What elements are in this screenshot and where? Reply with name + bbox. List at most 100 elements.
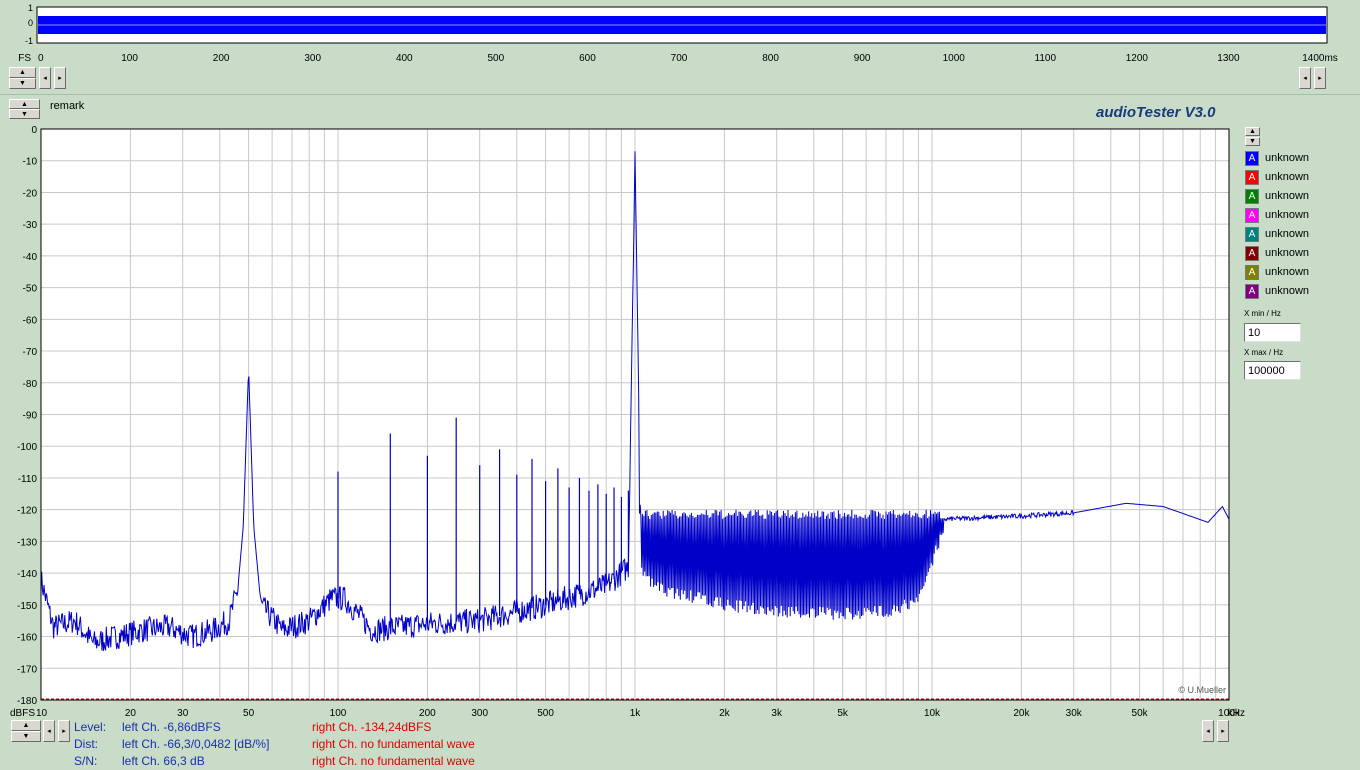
y-tick-label: -30 bbox=[23, 220, 38, 231]
legend-label: unknown bbox=[1265, 228, 1310, 240]
x-tick-label: 10k bbox=[924, 708, 941, 719]
sn-label: S/N: bbox=[74, 754, 98, 768]
level-left-value: left Ch. -6,86dBFS bbox=[122, 720, 221, 734]
harmonic-peaks bbox=[337, 417, 629, 629]
legend-label: unknown bbox=[1265, 152, 1310, 164]
spectrum-end-left-button[interactable]: ◂ bbox=[1202, 720, 1214, 742]
x-tick-label: 300 bbox=[471, 708, 488, 719]
legend-label: unknown bbox=[1265, 266, 1310, 278]
legend-up-button[interactable]: ▲ bbox=[1245, 127, 1260, 136]
top-x-tick-label: 700 bbox=[671, 53, 688, 64]
series-color-swatch[interactable]: A bbox=[1245, 150, 1259, 166]
top-y-tick-label: -1 bbox=[25, 36, 33, 46]
series-color-swatch[interactable]: A bbox=[1245, 188, 1259, 204]
legend-label: unknown bbox=[1265, 285, 1310, 297]
x-min-input[interactable] bbox=[1244, 323, 1301, 342]
y-tick-label: -140 bbox=[17, 569, 37, 580]
series-color-swatch[interactable]: A bbox=[1245, 226, 1259, 242]
top-y-tick-label: 1 bbox=[28, 3, 33, 13]
section-divider bbox=[0, 94, 1360, 95]
top-x-tick-label: 300 bbox=[304, 53, 321, 64]
top-x-tick-label: 600 bbox=[579, 53, 596, 64]
spectrum-zoom-up-button[interactable]: ▲ bbox=[11, 720, 41, 731]
dist-right-value: right Ch. no fundamental wave bbox=[312, 737, 475, 751]
top-scope: 1 0 -1 FS 0 100 200 300 400 500 600 700 800 900 1000… bbox=[18, 3, 1338, 64]
x-tick-label: 10 bbox=[36, 708, 48, 719]
series-color-swatch[interactable]: A bbox=[1245, 207, 1259, 223]
top-x-tick-label: 1000 bbox=[943, 53, 966, 64]
scope-zoom-up-button[interactable]: ▲ bbox=[9, 67, 36, 78]
y-tick-label: -90 bbox=[23, 411, 38, 422]
scope-zoom-down-button[interactable]: ▼ bbox=[9, 78, 36, 89]
top-scope-unit: FS bbox=[18, 53, 31, 64]
spectrum-chart: 0 -10 -20 -30 -40 -50 -60 -70 -80 -90 -100 -110 -120… bbox=[10, 125, 1245, 719]
x-tick-label: 20 bbox=[125, 708, 137, 719]
legend-down-button[interactable]: ▼ bbox=[1245, 137, 1260, 146]
x-tick-label: 30k bbox=[1066, 708, 1083, 719]
spectrum-series-line bbox=[40, 151, 1230, 651]
series-color-swatch[interactable]: A bbox=[1245, 283, 1259, 299]
y-axis-unit: dBFS bbox=[10, 708, 35, 719]
dist-label: Dist: bbox=[74, 737, 98, 751]
y-tick-label: -80 bbox=[23, 379, 38, 390]
x-max-label: X max / Hz bbox=[1244, 348, 1284, 357]
x-max-input[interactable] bbox=[1244, 361, 1301, 380]
top-x-tick-label: 400 bbox=[396, 53, 413, 64]
level-right-value: right Ch. -134,24dBFS bbox=[312, 720, 432, 734]
legend-label: unknown bbox=[1265, 171, 1310, 183]
remark-label: remark bbox=[50, 100, 85, 112]
y-tick-label: -40 bbox=[23, 252, 38, 263]
scope-scroll-left-button[interactable]: ◂ bbox=[39, 67, 51, 89]
x-tick-label: 2k bbox=[719, 708, 731, 719]
plot-frame bbox=[40, 128, 1230, 701]
top-x-tick-label: 800 bbox=[762, 53, 779, 64]
top-x-tick-label: 1400ms bbox=[1302, 53, 1338, 64]
spectrum-zoom-down-button[interactable]: ▼ bbox=[11, 731, 41, 742]
legend-label: unknown bbox=[1265, 247, 1310, 259]
copyright-label: © U.Mueller bbox=[1178, 685, 1226, 695]
x-tick-label: 30 bbox=[177, 708, 189, 719]
app-title: audioTester V3.0 bbox=[1096, 104, 1216, 121]
x-tick-label: 5k bbox=[837, 708, 849, 719]
scope-scroll-right-button[interactable]: ▸ bbox=[54, 67, 66, 89]
spectrum-scroll-right-button[interactable]: ▸ bbox=[58, 720, 70, 742]
scope-end-right-button[interactable]: ▸ bbox=[1314, 67, 1326, 89]
top-x-tick-label: 1200 bbox=[1126, 53, 1149, 64]
dist-left-value: left Ch. -66,3/0,0482 [dB/%] bbox=[122, 737, 270, 751]
x-min-label: X min / Hz bbox=[1244, 309, 1281, 318]
y-tick-label: -130 bbox=[17, 537, 37, 548]
y-tick-label: -110 bbox=[18, 474, 38, 485]
remark-up-button[interactable]: ▲ bbox=[9, 99, 40, 109]
y-tick-label: -170 bbox=[17, 664, 37, 675]
x-axis-unit: kHz bbox=[1228, 708, 1245, 719]
top-x-tick-label: 0 bbox=[38, 53, 44, 64]
remark-down-button[interactable]: ▼ bbox=[9, 109, 40, 119]
legend-label: unknown bbox=[1265, 190, 1310, 202]
y-tick-label: -50 bbox=[23, 284, 38, 295]
legend-label: unknown bbox=[1265, 209, 1310, 221]
spectrum-scroll-left-button[interactable]: ◂ bbox=[43, 720, 55, 742]
x-tick-label: 50k bbox=[1132, 708, 1149, 719]
x-tick-label: 1k bbox=[630, 708, 642, 719]
y-tick-label: -100 bbox=[17, 442, 37, 453]
level-label: Level: bbox=[74, 720, 107, 734]
x-tick-label: 3k bbox=[771, 708, 783, 719]
y-tick-label: -60 bbox=[23, 315, 38, 326]
top-x-tick-label: 1300 bbox=[1217, 53, 1240, 64]
sn-left-value: left Ch. 66,3 dB bbox=[122, 754, 205, 768]
series-color-swatch[interactable]: A bbox=[1245, 245, 1259, 261]
scope-end-left-button[interactable]: ◂ bbox=[1299, 67, 1311, 89]
y-tick-label: -160 bbox=[17, 633, 37, 644]
spectrum-end-right-button[interactable]: ▸ bbox=[1217, 720, 1229, 742]
series-color-swatch[interactable]: A bbox=[1245, 264, 1259, 280]
series-color-swatch[interactable]: A bbox=[1245, 169, 1259, 185]
x-tick-label: 50 bbox=[243, 708, 255, 719]
